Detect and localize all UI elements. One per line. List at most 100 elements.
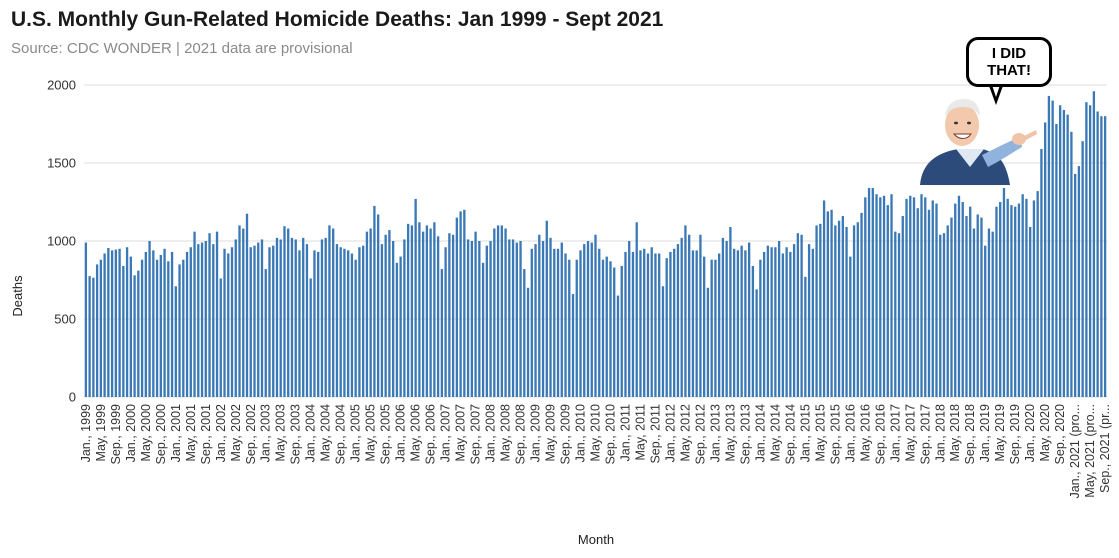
x-axis-ticks: Jan., 1999 May, 1999 Sep., 1999 Jan., 2000 M… (79, 404, 1112, 499)
x-tick-label: May, 2018 (948, 404, 962, 461)
bar (1025, 198, 1028, 397)
bar (489, 241, 492, 397)
bar (388, 230, 391, 397)
bar (275, 237, 279, 397)
bar (1070, 131, 1073, 398)
bar (995, 206, 998, 397)
bar (770, 247, 773, 397)
x-tick-label: Jan., 2014 (753, 404, 767, 462)
bar (852, 225, 856, 397)
bar (125, 247, 129, 397)
x-tick-label: Sep., 2006 (424, 404, 438, 465)
x-tick-label: May, 2001 (184, 404, 198, 461)
bar (950, 217, 953, 397)
bar (819, 223, 822, 397)
bar (609, 261, 612, 397)
x-tick-label: Jan., 2003 (259, 404, 273, 462)
bar (159, 255, 162, 397)
bar (706, 287, 710, 397)
bar (1088, 105, 1092, 397)
bar (440, 269, 444, 397)
x-tick-label: Jan., 2019 (978, 404, 992, 462)
x-tick-label: May, 2008 (499, 404, 513, 461)
bar (391, 241, 395, 397)
bar (897, 233, 901, 397)
bar (965, 216, 968, 397)
bar (744, 250, 747, 397)
x-tick-label: Jan., 2018 (933, 404, 947, 462)
bar (575, 259, 578, 397)
bar (511, 239, 515, 397)
bar (230, 247, 234, 397)
bar (317, 251, 320, 397)
chart-subtitle: Source: CDC WONDER | 2021 data are provi… (11, 40, 353, 57)
bar (849, 256, 852, 397)
bar (721, 237, 725, 397)
bar (324, 237, 327, 397)
bar (174, 286, 177, 397)
bar (856, 222, 859, 397)
bar (406, 223, 410, 397)
bar (339, 247, 342, 397)
bar (140, 259, 144, 397)
x-tick-label: May, 1999 (94, 404, 108, 461)
x-tick-label: Sep., 2013 (738, 404, 752, 465)
bar (1059, 105, 1062, 397)
bar (1044, 122, 1047, 397)
bar (987, 228, 991, 397)
bar (272, 245, 275, 397)
x-tick-label: May, 2002 (229, 404, 243, 461)
bar (830, 209, 833, 397)
bar (676, 244, 680, 397)
bar (122, 265, 125, 397)
bar (1040, 148, 1043, 397)
bar (253, 245, 256, 397)
bar (1103, 116, 1107, 397)
bar (1055, 124, 1058, 397)
bar (444, 247, 447, 397)
bar (785, 247, 788, 397)
x-tick-label: Jan., 2015 (798, 404, 812, 462)
bar (373, 205, 376, 397)
bar (1002, 187, 1006, 397)
bar (1036, 191, 1039, 397)
bar (1077, 166, 1081, 397)
bar (493, 228, 496, 397)
bar (541, 241, 545, 397)
bar (747, 242, 751, 397)
bar (234, 239, 237, 397)
bar (200, 242, 204, 397)
x-tick-label: May, 2000 (139, 404, 153, 461)
x-tick-label: Sep., 2005 (379, 404, 393, 465)
x-tick-label: Sep., 2008 (514, 404, 528, 465)
bar (714, 259, 717, 397)
bar (133, 275, 136, 397)
x-tick-label: Sep., 2009 (559, 404, 573, 465)
bar (691, 250, 695, 397)
x-tick-label: Jan., 2017 (888, 404, 902, 462)
bar (665, 258, 668, 397)
bar (354, 259, 357, 397)
x-tick-label: May, 2005 (364, 404, 378, 461)
bar (699, 234, 702, 397)
bar (669, 251, 672, 397)
x-tick-label: Jan., 2004 (304, 404, 318, 462)
bar (395, 262, 399, 397)
x-tick-label: Sep., 2011 (648, 404, 662, 464)
bar (1017, 203, 1021, 397)
bar (496, 225, 500, 397)
bar (890, 194, 893, 397)
bar (980, 217, 983, 397)
bar (553, 248, 556, 397)
x-tick-label: Sep., 2018 (963, 404, 977, 465)
bar (320, 239, 324, 397)
bar (208, 233, 211, 397)
bar (365, 231, 369, 397)
bar (792, 244, 796, 397)
bar (470, 241, 473, 397)
bar (586, 241, 590, 397)
x-tick-label: Jan., 2000 (124, 404, 138, 462)
bar (999, 202, 1002, 397)
y-axis-ticks: 0 500 1000 1500 2000 (47, 78, 76, 405)
